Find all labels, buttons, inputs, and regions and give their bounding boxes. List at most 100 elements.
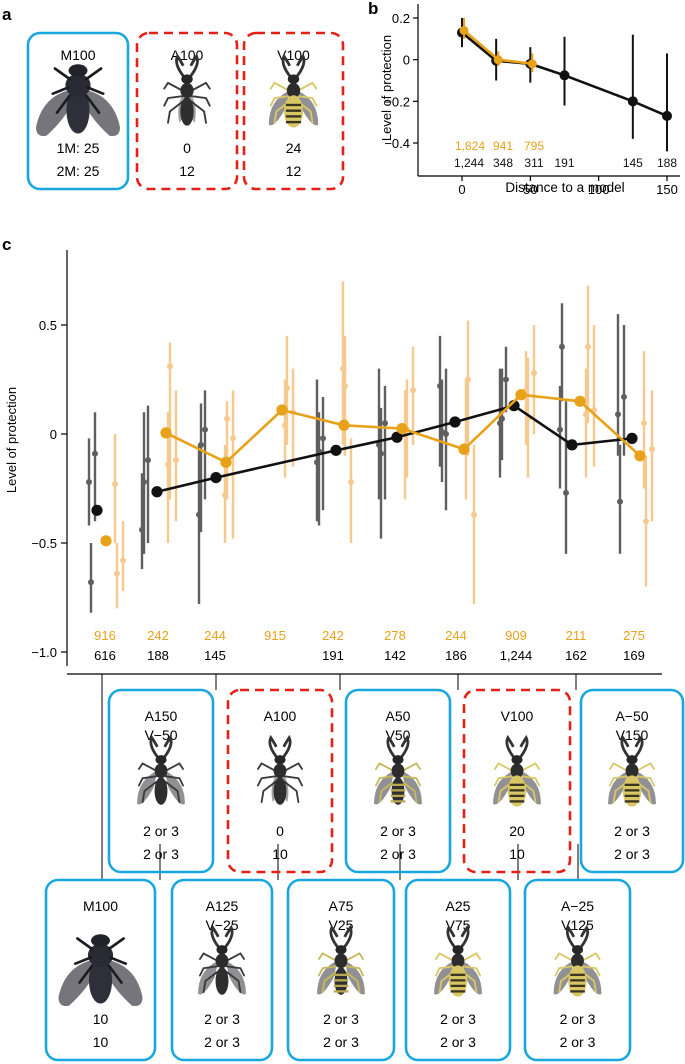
count-label: 211 [566,628,587,643]
head [274,755,286,765]
replicate-point [120,557,126,564]
leg [608,762,629,772]
count-label: 145 [623,156,643,170]
replicate-point [643,518,649,525]
left-antenna [210,924,221,949]
right-antenna [281,734,292,759]
thorax [154,763,168,779]
stimulus-card-border [135,31,239,191]
y-tick-label: −0.4 [384,136,410,151]
abdomen-band [570,990,585,993]
y-tick-label: −1.0 [31,645,57,660]
leg [317,965,338,977]
stimulus-name: A100 [264,708,297,724]
leg [283,762,304,772]
count-label: 616 [94,648,116,663]
count-label: 242 [322,628,344,643]
leg [321,970,338,994]
leg [269,81,290,92]
abdomen-band [450,979,466,982]
stimulus-card-border [286,878,396,1062]
stimulus-name: A50 [386,708,411,724]
leg [461,952,482,962]
leg [164,780,181,804]
abdomen-band [390,789,406,792]
data-point [330,444,342,456]
stimulus-name-2: V75 [446,917,471,933]
y-tick-label: 0.5 [39,318,57,333]
leg [438,970,455,994]
leg [401,775,422,787]
left-wing [268,90,290,126]
replicate-point [202,426,208,433]
left-antenna [149,734,160,759]
leg [297,81,318,92]
stimulus-card-border [170,878,274,1062]
replicate-point [471,511,477,518]
series-black: 616 188 145 191 142 186 1,244 162 169 [91,400,645,663]
panel-c-chart: Level of protection 0.5 0 −0.5 −1.0 616 188 14… [4,250,662,880]
count-label: 242 [147,628,169,643]
replicate-point [173,457,179,464]
right-wing [344,960,365,995]
right-antenna [399,734,410,759]
leg [190,81,211,92]
leg [167,100,184,124]
abdomen [215,967,229,995]
replicate-point [559,343,565,350]
data-point [391,431,403,443]
stimulus-card-border [44,878,157,1062]
replicate-point [617,498,623,505]
abdomen-band [333,973,349,976]
slim-wasp-icon [256,734,304,805]
thorax [180,82,194,99]
right-antenna [342,924,353,949]
replicate-point [378,450,384,457]
replicate-point [585,343,591,350]
abdomen-band [450,973,466,976]
count-label: 169 [623,648,645,663]
stimulus-count-1: 10 [93,1011,109,1027]
left-antenna [620,734,631,759]
leg [520,775,541,787]
yellow-wasp-icon [493,734,541,807]
count-label: 1,244 [454,156,484,170]
count-label: 191 [554,156,574,170]
leg [137,775,158,787]
stimulus-count-2: 10 [93,1034,109,1050]
stimulus-name: V100 [501,708,534,724]
stimulus-count-1: 2 or 3 [560,1011,596,1027]
leg [554,965,574,977]
stimulus-count-1: 2 or 3 [440,1011,476,1027]
left-antenna [446,924,457,949]
thorax [65,73,91,97]
stimulus-card-border [242,31,345,191]
series-line [461,31,668,118]
stimulus-count-1: 2 or 3 [614,823,650,839]
data-point [634,450,646,462]
replicate-point [382,420,388,427]
panel-b-ylabel: Level of protection [379,35,394,141]
count-label: 145 [204,648,226,663]
right-wing [635,770,656,805]
stimulus-count-2: 12 [179,163,195,179]
abdomen-band [285,120,302,124]
fly-icon [58,934,143,1007]
count-label: 909 [505,628,527,643]
replicate-point [222,492,228,499]
stimulus-count-1: 20 [509,823,525,839]
data-point [459,26,469,35]
leg [283,780,300,804]
left-wing [198,960,219,995]
leg [612,780,629,804]
stimulus-count-1: 2 or 3 [380,823,416,839]
leg [269,95,290,107]
abdomen-band [509,789,525,792]
thorax [286,82,301,99]
y-tick-label: 0 [50,427,57,442]
head [392,755,404,765]
right-antenna [188,53,199,79]
data-point [91,504,103,516]
